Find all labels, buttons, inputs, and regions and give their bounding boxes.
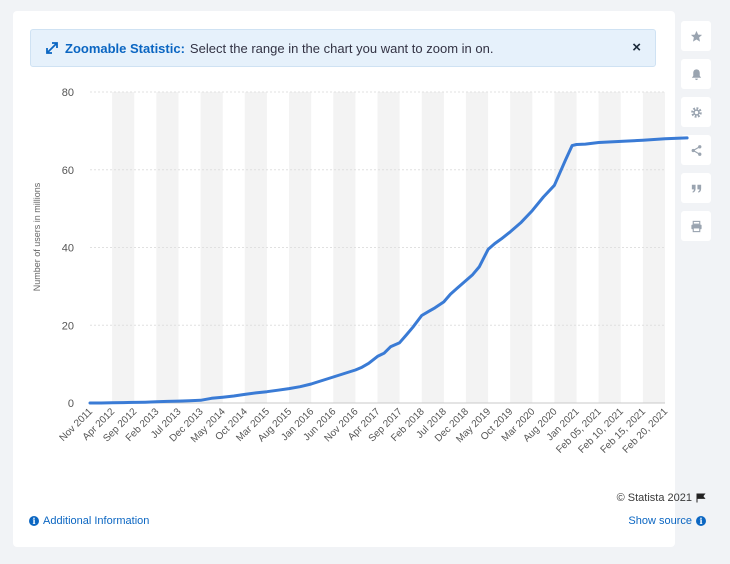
print-icon — [690, 220, 702, 232]
chart-band — [333, 92, 356, 403]
favorite-button[interactable] — [681, 21, 711, 51]
y-axis-ticks: 0 20 40 60 80 — [62, 87, 74, 410]
show-source-label: Show source — [628, 515, 692, 527]
y-tick-label: 40 — [62, 243, 74, 255]
zoom-banner-title: Zoomable Statistic: — [65, 40, 185, 56]
star-icon — [690, 30, 702, 42]
chart-band — [598, 92, 621, 403]
y-axis-label: Number of users in millions — [32, 182, 42, 291]
copyright-text: © Statista 2021 — [616, 492, 692, 504]
chart-band — [465, 92, 489, 403]
settings-button[interactable] — [681, 97, 711, 127]
chart-series — [88, 136, 689, 405]
y-tick-label: 60 — [62, 165, 74, 177]
sidebar-toolbar — [681, 21, 711, 249]
share-icon — [691, 144, 701, 156]
zoom-banner: Zoomable Statistic: Select the range in … — [30, 29, 656, 67]
additional-information-link[interactable]: i Additional Information — [29, 515, 149, 527]
close-icon[interactable]: × — [632, 39, 641, 56]
zoom-banner-text: Select the range in the chart you want t… — [189, 40, 494, 56]
additional-information-label: Additional Information — [43, 515, 150, 527]
copyright: © Statista 2021 — [617, 492, 706, 504]
chart-band — [421, 92, 444, 403]
print-button[interactable] — [681, 211, 711, 241]
quote-icon — [691, 184, 701, 193]
bell-icon — [691, 68, 701, 80]
expand-arrows-icon — [45, 41, 59, 55]
info-icon: i — [29, 516, 39, 526]
y-tick-label: 80 — [62, 87, 74, 99]
series-line[interactable] — [88, 136, 689, 405]
chart-gridlines — [90, 91, 665, 404]
chart-band — [510, 92, 533, 403]
notification-button[interactable] — [681, 59, 711, 89]
cite-button[interactable] — [681, 173, 711, 203]
flag-icon — [696, 493, 706, 503]
info-icon: i — [696, 516, 706, 526]
show-source-link[interactable]: Show source i — [628, 515, 706, 527]
gear-icon — [690, 106, 702, 118]
y-tick-label: 20 — [62, 320, 74, 332]
chart-band — [554, 92, 577, 403]
share-button[interactable] — [681, 135, 711, 165]
y-tick-label: 0 — [68, 398, 74, 410]
